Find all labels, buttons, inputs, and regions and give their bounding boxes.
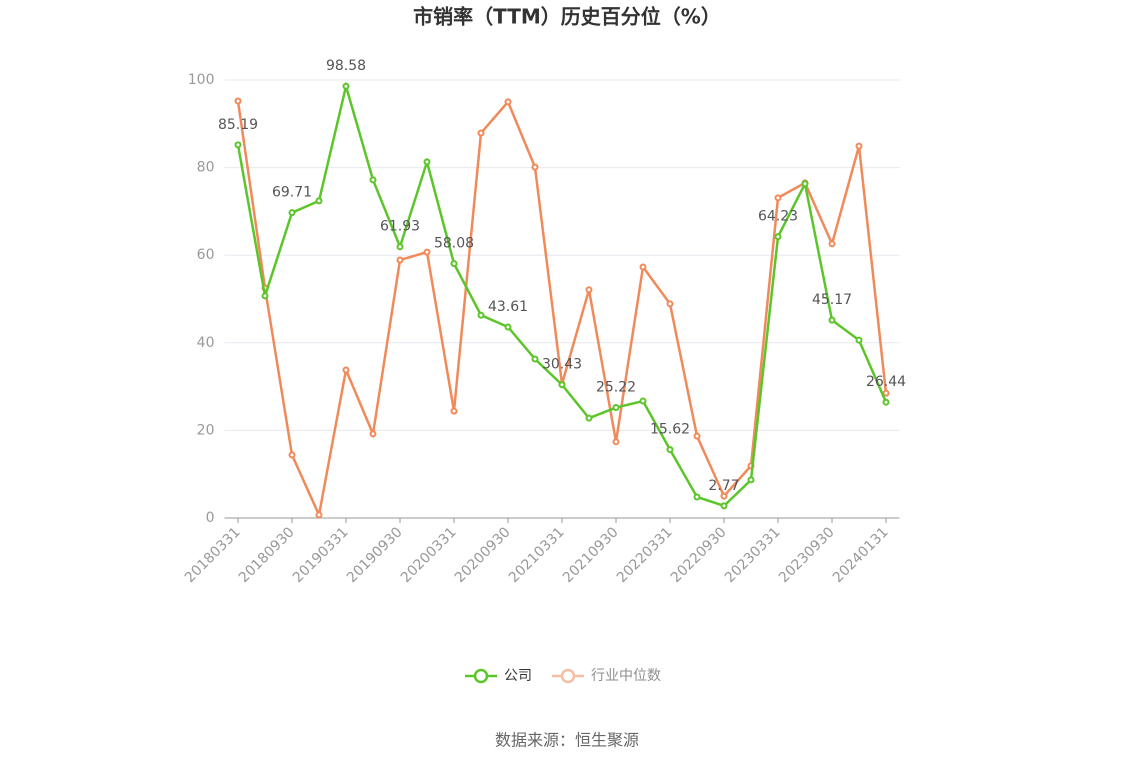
x-tick-label: 20210930 xyxy=(560,524,622,586)
point xyxy=(774,194,782,202)
point xyxy=(828,316,836,324)
point xyxy=(396,256,404,264)
data-label: 85.19 xyxy=(218,117,258,133)
x-tick-label: 20200930 xyxy=(452,524,514,586)
y-tick-label: 60 xyxy=(197,247,215,263)
point xyxy=(855,336,863,344)
point xyxy=(423,248,431,256)
point xyxy=(504,323,512,331)
point xyxy=(288,209,296,217)
y-tick-label: 40 xyxy=(197,335,215,351)
x-tick-label: 20190930 xyxy=(344,524,406,586)
y-tick-label: 0 xyxy=(206,510,215,526)
point xyxy=(558,381,566,389)
point xyxy=(288,451,296,459)
legend-marker xyxy=(560,668,576,684)
point xyxy=(585,414,593,422)
data-label: 30.43 xyxy=(542,357,582,373)
point xyxy=(612,404,620,412)
legend-item[interactable]: 行业中位数 xyxy=(552,668,661,684)
x-tick-label: 20180930 xyxy=(236,524,298,586)
point xyxy=(828,240,836,248)
x-tick-label: 20200331 xyxy=(398,524,460,586)
point xyxy=(477,129,485,137)
point xyxy=(315,197,323,205)
point xyxy=(369,176,377,184)
point xyxy=(720,502,728,510)
y-tick-label: 20 xyxy=(197,422,215,438)
x-tick-label: 20210331 xyxy=(506,524,568,586)
point xyxy=(531,355,539,363)
data-label: 43.61 xyxy=(488,299,528,315)
point xyxy=(720,492,728,500)
x-tick-label: 20180331 xyxy=(182,524,244,586)
point xyxy=(855,142,863,150)
source-note: 数据来源：恒生聚源 xyxy=(495,731,639,750)
point xyxy=(477,311,485,319)
data-label: 69.71 xyxy=(272,185,312,201)
point xyxy=(315,511,323,519)
point xyxy=(396,243,404,251)
data-label: 2.77 xyxy=(708,478,739,494)
x-tick-label: 20240131 xyxy=(830,524,892,586)
x-tick-label: 20220930 xyxy=(668,524,730,586)
y-tick-label: 100 xyxy=(188,72,215,88)
legend-label: 行业中位数 xyxy=(591,668,661,684)
data-label: 98.58 xyxy=(326,58,366,74)
data-label: 61.93 xyxy=(380,219,420,235)
point xyxy=(585,286,593,294)
point xyxy=(666,300,674,308)
point xyxy=(774,233,782,241)
point xyxy=(693,432,701,440)
y-tick-label: 80 xyxy=(197,160,215,176)
data-label: 26.44 xyxy=(866,374,906,390)
point xyxy=(234,97,242,105)
point xyxy=(423,158,431,166)
data-label: 45.17 xyxy=(812,292,852,308)
x-tick-label: 20220331 xyxy=(614,524,676,586)
point xyxy=(639,263,647,271)
point xyxy=(693,493,701,501)
point xyxy=(234,141,242,149)
series-line xyxy=(236,81,888,508)
point xyxy=(504,98,512,106)
data-label: 58.08 xyxy=(434,236,474,252)
point xyxy=(747,476,755,484)
x-tick-label: 20190331 xyxy=(290,524,352,586)
x-tick-label: 20230930 xyxy=(776,524,838,586)
point xyxy=(531,163,539,171)
point xyxy=(369,430,377,438)
point xyxy=(666,446,674,454)
legend-marker xyxy=(473,668,489,684)
legend-item[interactable]: 公司 xyxy=(465,668,532,684)
legend-label: 公司 xyxy=(504,668,532,684)
point xyxy=(612,438,620,446)
x-tick-label: 20230331 xyxy=(722,524,784,586)
data-label: 25.22 xyxy=(596,380,636,396)
point xyxy=(639,397,647,405)
point xyxy=(882,398,890,406)
point xyxy=(882,389,890,397)
data-label: 64.23 xyxy=(758,209,798,225)
data-label: 15.62 xyxy=(650,422,690,438)
chart-title: 市销率（TTM）历史百分位（%） xyxy=(413,5,721,29)
point xyxy=(342,366,350,374)
point xyxy=(450,407,458,415)
point xyxy=(450,260,458,268)
point xyxy=(261,292,269,300)
point xyxy=(801,180,809,188)
series-line xyxy=(236,99,888,520)
point xyxy=(342,82,350,90)
